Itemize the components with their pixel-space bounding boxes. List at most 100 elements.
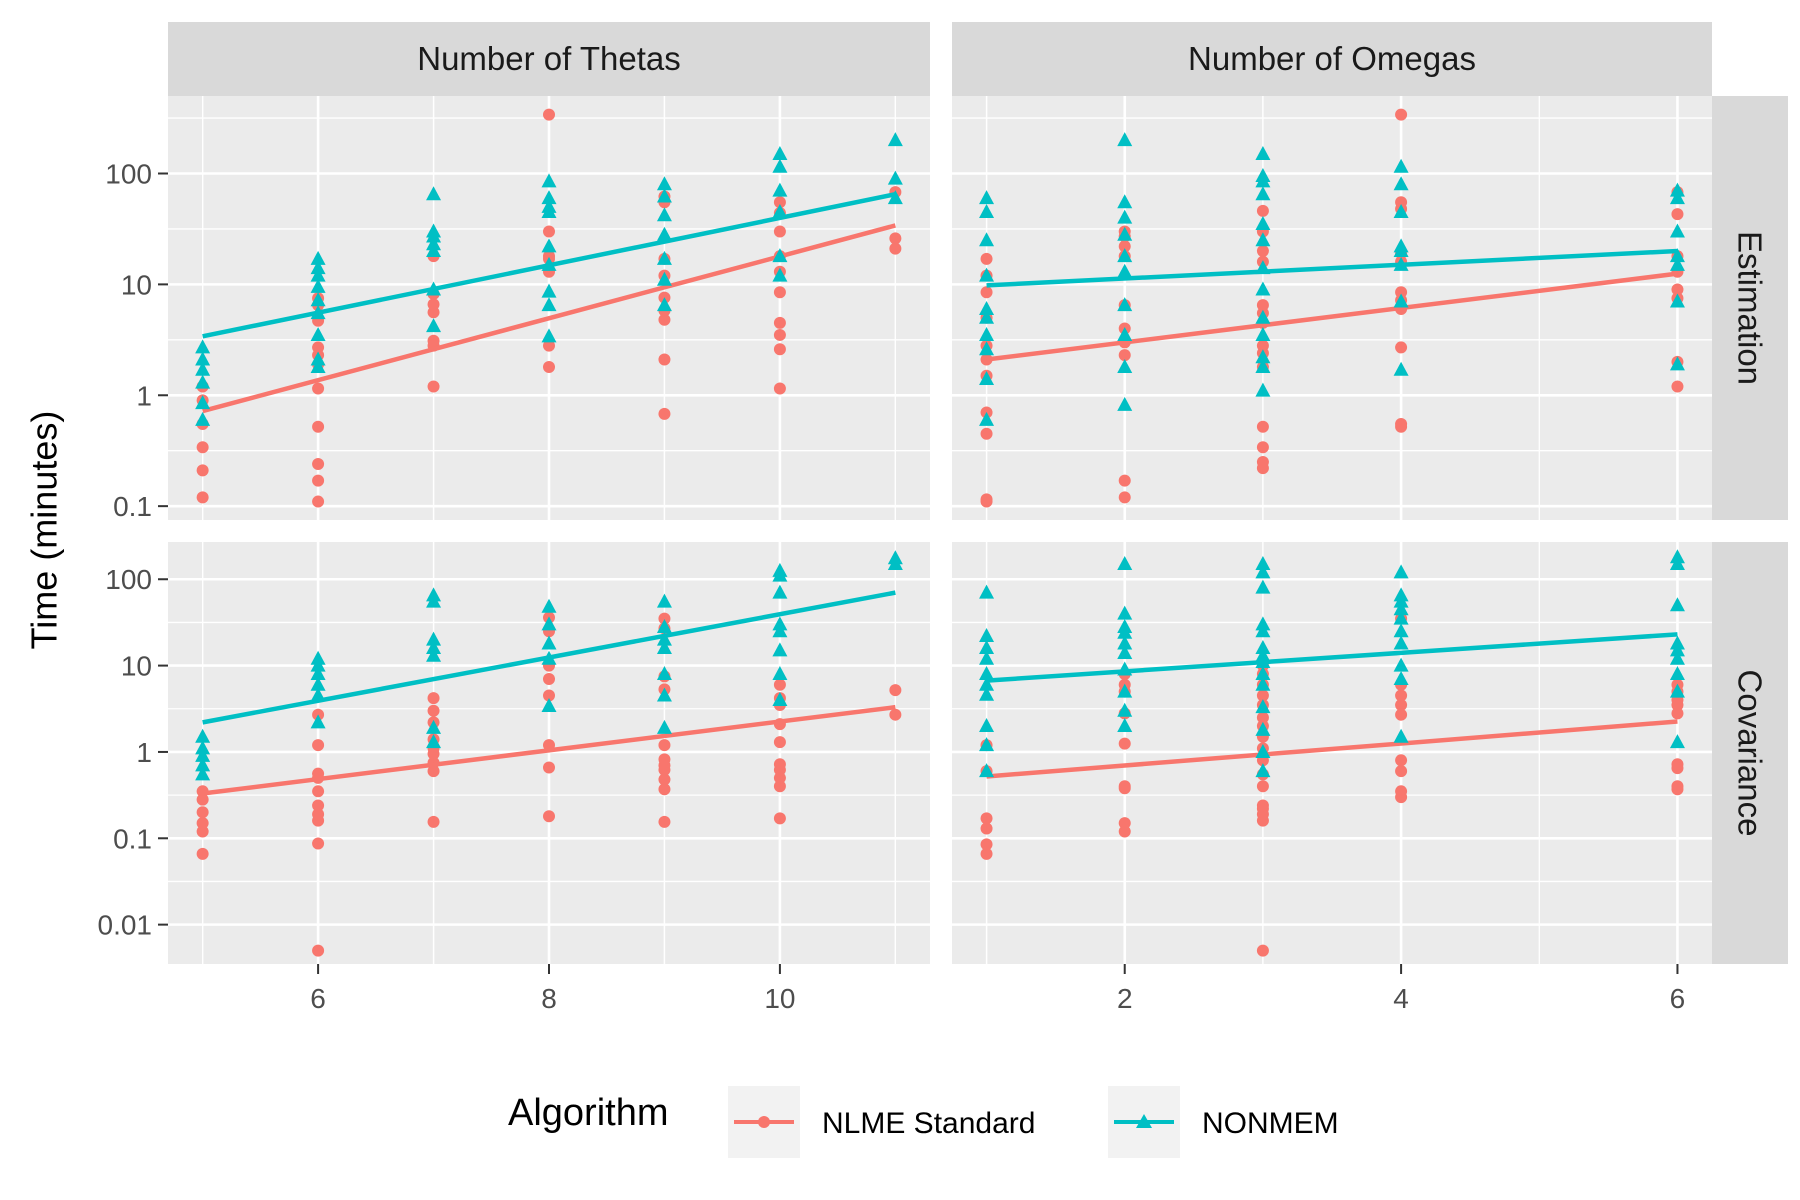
data-point-nlme — [427, 380, 440, 393]
data-point-nlme — [1256, 711, 1269, 724]
data-point-nonmem — [1255, 216, 1271, 231]
data-point-nonmem — [426, 631, 442, 646]
data-point-nlme — [1256, 689, 1269, 702]
data-point-nonmem — [541, 173, 557, 188]
data-point-nonmem — [1255, 556, 1271, 571]
data-point-nonmem — [656, 687, 672, 702]
data-point-nonmem — [1669, 549, 1685, 564]
data-point-nonmem — [1255, 186, 1271, 201]
data-point-nonmem — [656, 719, 672, 734]
data-point-nonmem — [979, 232, 995, 247]
data-point-nlme — [543, 108, 555, 121]
data-point-nonmem — [195, 766, 211, 781]
data-point-nonmem — [656, 226, 672, 241]
data-point-nonmem — [979, 665, 995, 680]
x-tick-label: 2 — [1117, 983, 1133, 1014]
data-point-nlme — [889, 242, 902, 255]
data-point-nlme — [980, 493, 993, 506]
data-point-nlme — [1118, 474, 1131, 487]
data-point-nonmem — [656, 618, 672, 633]
data-point-nlme — [312, 837, 325, 850]
legend: Algorithm NLME Standard NONMEM — [508, 1086, 1339, 1158]
trend-line-nlme — [986, 271, 1678, 362]
y-tick-label: 100 — [105, 159, 152, 190]
data-point-nlme — [427, 334, 440, 347]
data-point-nlme — [773, 196, 786, 209]
data-point-nonmem — [979, 650, 995, 665]
data-point-nonmem — [310, 278, 326, 293]
y-axis-covariance: 0.01 0.1 1 10 100 — [98, 564, 168, 941]
data-point-nonmem — [887, 550, 903, 565]
data-point-nonmem — [1255, 743, 1271, 758]
data-point-nlme — [427, 765, 440, 778]
legend-entry-nlme: NLME Standard — [728, 1086, 1035, 1158]
x-axis-omegas: 2 4 6 — [1117, 964, 1685, 1014]
data-point-nonmem — [1255, 665, 1271, 680]
data-point-nonmem — [1393, 587, 1409, 602]
data-point-nonmem — [195, 757, 211, 772]
data-point-nonmem — [426, 719, 442, 734]
data-point-nlme — [889, 232, 902, 245]
data-point-nonmem — [979, 411, 995, 426]
data-point-nonmem — [310, 676, 326, 691]
data-point-nonmem — [310, 260, 326, 275]
data-point-nlme — [1395, 108, 1408, 121]
data-point-nlme — [427, 692, 440, 705]
data-point-nonmem — [772, 691, 788, 706]
data-point-nlme — [427, 298, 440, 311]
data-point-nonmem — [1669, 356, 1685, 371]
data-point-nonmem — [1255, 647, 1271, 662]
data-point-nonmem — [979, 203, 995, 218]
data-point-nonmem — [1117, 209, 1133, 224]
data-point-nonmem — [426, 587, 442, 602]
data-point-nonmem — [979, 628, 995, 643]
data-point-nlme — [1118, 491, 1131, 504]
data-point-nonmem — [656, 250, 672, 265]
data-point-nonmem — [1669, 683, 1685, 698]
legend-key-triangle-icon — [1136, 1114, 1152, 1128]
data-point-nonmem — [772, 562, 788, 577]
data-point-nonmem — [1255, 564, 1271, 579]
data-point-nlme — [1671, 208, 1684, 221]
data-point-nlme — [658, 739, 671, 752]
data-point-nonmem — [979, 300, 995, 315]
y-tick-label: 0.1 — [113, 491, 152, 522]
data-point-nonmem — [1255, 699, 1271, 714]
data-point-nonmem — [979, 371, 995, 386]
data-point-nlme — [427, 815, 440, 828]
data-point-nonmem — [1393, 657, 1409, 672]
data-point-nonmem — [1117, 194, 1133, 209]
data-point-nlme — [312, 739, 325, 752]
data-point-nlme — [543, 225, 555, 238]
legend-key-circle-icon — [758, 1116, 770, 1128]
data-point-nonmem — [1393, 635, 1409, 650]
y-tick-label: 100 — [105, 564, 152, 595]
data-point-nonmem — [426, 647, 442, 662]
data-point-nlme — [1671, 380, 1684, 393]
panel-covariance-thetas — [168, 542, 930, 964]
data-point-nlme — [543, 339, 555, 352]
y-tick-label: 1 — [136, 380, 152, 411]
data-point-nlme — [1395, 708, 1408, 721]
data-point-nlme — [1118, 817, 1131, 830]
data-point-nonmem — [195, 351, 211, 366]
data-point-nonmem — [1393, 601, 1409, 616]
data-point-nonmem — [541, 198, 557, 213]
data-point-nonmem — [772, 145, 788, 160]
data-point-nonmem — [1255, 721, 1271, 736]
data-point-nlme — [1256, 204, 1269, 217]
data-point-nonmem — [310, 326, 326, 341]
panel-background — [952, 96, 1712, 520]
data-point-nlme — [312, 420, 325, 433]
data-point-nonmem — [1255, 326, 1271, 341]
data-point-nlme — [196, 464, 209, 477]
trend-line-nonmem — [202, 192, 896, 339]
row-strip-label-covariance: Covariance — [1732, 670, 1769, 837]
data-point-nlme — [1256, 299, 1269, 312]
data-point-nlme — [312, 382, 325, 395]
data-point-nlme — [1256, 420, 1269, 433]
data-point-nonmem — [426, 223, 442, 238]
data-point-nonmem — [1393, 361, 1409, 376]
trend-line-nlme — [202, 704, 896, 796]
data-point-nlme — [1395, 698, 1408, 711]
